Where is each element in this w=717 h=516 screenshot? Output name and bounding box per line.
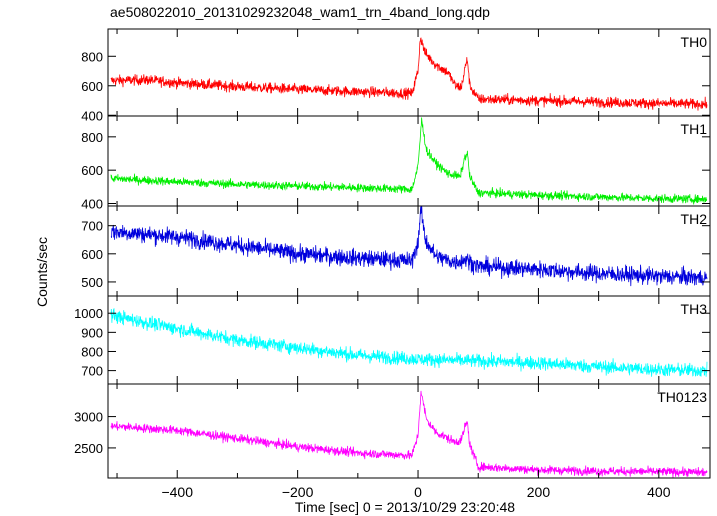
y-tick-label: 3000 (74, 410, 103, 425)
y-tick-label: 400 (81, 108, 103, 123)
y-tick-label: 700 (81, 364, 103, 379)
series-label: TH2 (681, 211, 708, 227)
series-line-th0123 (110, 390, 708, 478)
y-tick-label: 600 (81, 247, 103, 262)
panel-frame (107, 383, 711, 479)
y-tick-label: 900 (81, 325, 103, 340)
series-label: TH1 (681, 121, 708, 137)
panel-frame (107, 205, 711, 297)
series-line-th1 (110, 117, 708, 205)
panel-frame (107, 28, 711, 117)
panels: TH0 400 600 800 TH1 400 600 800 TH2 500 600 700 TH3 7… (74, 28, 711, 500)
x-axis-label: Time [sec] 0 = 2013/10/29 23:20:48 (295, 499, 515, 515)
x-tick-label: 200 (527, 484, 551, 500)
x-tick-label: −400 (161, 484, 193, 500)
series-label: TH0123 (657, 389, 707, 405)
y-tick-label: 400 (81, 197, 103, 212)
panel-th3: TH3 700 800 900 1000 (74, 295, 711, 385)
y-tick-label: 500 (81, 275, 103, 290)
y-tick-label: 600 (81, 79, 103, 94)
y-tick-label: 2500 (74, 441, 103, 456)
panel-th0123: TH0123 2500 3000 (74, 383, 711, 479)
series-line-th2 (110, 206, 708, 287)
x-tick-label: 400 (647, 484, 671, 500)
series-label: TH0 (681, 34, 708, 50)
y-axis-label: Counts/sec (34, 237, 50, 307)
y-tick-label: 700 (81, 219, 103, 234)
series-label: TH3 (681, 301, 708, 317)
y-tick-label: 800 (81, 344, 103, 359)
y-tick-label: 1000 (74, 306, 103, 321)
x-tick-label: 0 (414, 484, 422, 500)
y-tick-label: 800 (81, 49, 103, 64)
series-line-th0 (110, 37, 708, 111)
chart-title: ae508022010_20131029232048_wam1_trn_4ban… (110, 4, 490, 20)
y-tick-label: 600 (81, 163, 103, 178)
x-tick-label: −200 (282, 484, 314, 500)
panel-th0: TH0 400 600 800 (81, 28, 711, 123)
y-tick-label: 800 (81, 130, 103, 145)
panel-th2: TH2 500 600 700 (81, 205, 711, 297)
panel-th1: TH1 400 600 800 (81, 115, 711, 212)
series-line-th3 (110, 308, 708, 377)
